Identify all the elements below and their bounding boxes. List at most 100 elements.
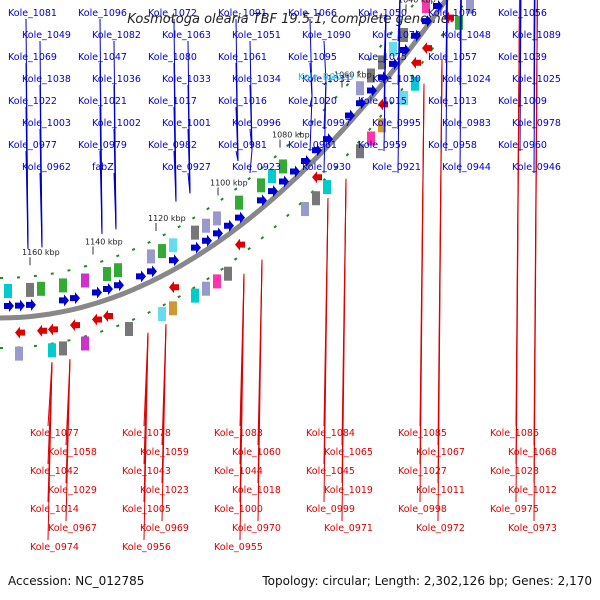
reverse-gene-label: Kole_0974	[30, 542, 79, 553]
forward-gene-label: Kole_1090	[302, 30, 351, 41]
gene-feature-block	[323, 180, 331, 195]
forward-gene-label: Kole_0921	[372, 162, 421, 173]
reverse-gene-label: Kole_1083	[214, 428, 263, 439]
rna-leader-line	[329, 75, 334, 84]
forward-gene-label: Kole_1031	[302, 74, 351, 85]
forward-gene-label: Kole_0977	[8, 140, 57, 151]
reverse-gene-arrow	[411, 56, 421, 69]
gene-feature-block	[466, 0, 474, 14]
reverse-gene-arrow	[70, 319, 80, 332]
tick-label: 1100 kbp	[210, 178, 248, 187]
gene-feature-block	[125, 322, 133, 336]
forward-gene-label: Kole_0959	[358, 140, 407, 151]
gene-feature-block	[169, 301, 177, 316]
tick-label: 1140 kbp	[85, 237, 123, 246]
gene-feature-block	[367, 68, 375, 83]
reverse-gene-label: Kole_1011	[416, 485, 465, 496]
forward-leader-line	[445, 0, 448, 152]
forward-gene-label: Kole_1075	[358, 52, 407, 63]
inner-track-line	[0, 0, 468, 349]
forward-leader-line	[99, 150, 103, 235]
tick-label: 1080 kbp	[272, 131, 310, 140]
forward-gene-label: Kole_1030	[372, 74, 421, 85]
backbone	[0, 0, 468, 349]
forward-gene-label: Kole_1082	[92, 30, 141, 41]
forward-gene-label: Kole_0979	[78, 140, 127, 151]
reverse-gene-label: Kole_1077	[30, 428, 79, 439]
reverse-gene-label: Kole_0970	[232, 523, 281, 534]
forward-gene-arrow	[4, 299, 14, 312]
gene-feature-block	[422, 0, 430, 14]
forward-gene-label: Kole_1089	[512, 30, 561, 41]
forward-gene-arrow	[202, 234, 212, 247]
forward-leader-line	[397, 0, 401, 174]
gene-feature-block	[81, 336, 89, 351]
reverse-gene-label: Kole_1019	[324, 485, 373, 496]
forward-gene-arrow	[301, 155, 311, 168]
forward-gene-label: Kole_1066	[288, 8, 337, 19]
forward-gene-arrow	[389, 57, 399, 70]
gene-feature-block	[213, 211, 221, 226]
forward-gene-label: Kole_1069	[8, 52, 57, 63]
forward-gene-label: Kole_0981	[218, 140, 267, 151]
reverse-leader-line	[143, 332, 149, 541]
reverse-gene-label: Kole_1058	[48, 447, 97, 458]
reverse-leader-line	[239, 273, 245, 541]
forward-gene-label: Kole_0946	[512, 162, 561, 173]
gene-feature-block	[158, 307, 166, 322]
forward-gene-label: Kole_1009	[498, 96, 547, 107]
forward-gene-label: Kole_1013	[428, 96, 477, 107]
backbone-arc	[0, 0, 449, 321]
forward-gene-arrow	[235, 211, 245, 224]
reverse-gene-label: Kole_0971	[324, 523, 373, 534]
gene-feature-block	[103, 267, 111, 282]
forward-gene-label: Kole_1080	[148, 52, 197, 63]
gene-feature-block	[147, 249, 155, 264]
forward-gene-arrow	[279, 175, 289, 188]
forward-gene-label: Kole_0982	[148, 140, 197, 151]
reverse-gene-label: Kole_0967	[48, 523, 97, 534]
reverse-gene-label: Kole_0999	[306, 504, 355, 515]
forward-leader-line	[173, 150, 177, 202]
forward-gene-label: Kole_0961	[288, 140, 337, 151]
reverse-leader-line	[65, 359, 71, 522]
forward-gene-arrow	[345, 109, 355, 122]
forward-gene-arrow	[191, 241, 201, 254]
gene-feature-block	[268, 169, 276, 184]
reverse-gene-arrow	[312, 171, 322, 184]
gene-feature-block	[301, 202, 309, 217]
forward-gene-arrow	[367, 84, 377, 97]
reverse-gene-label: Kole_1068	[508, 447, 557, 458]
tick-label: 1160 kbp	[22, 248, 60, 257]
gene-feature-block	[202, 218, 210, 233]
reverse-leader-line	[515, 0, 521, 503]
forward-leader-line	[25, 150, 29, 249]
forward-leader-line	[187, 128, 191, 194]
forward-leader-line	[249, 128, 253, 151]
forward-gene-label: Kole_0958	[428, 140, 477, 151]
reverse-gene-label: Kole_1023	[140, 485, 189, 496]
gene-feature-block	[4, 283, 12, 298]
forward-gene-arrow	[411, 29, 421, 42]
reverse-gene-label: Kole_1000	[214, 504, 263, 515]
reverse-gene-label: Kole_1059	[140, 447, 189, 458]
forward-gene-label: Kole_1047	[78, 52, 127, 63]
forward-gene-label: Kole_1024	[442, 74, 491, 85]
forward-gene-label: Kole_1096	[78, 8, 127, 19]
reverse-gene-arrow	[422, 42, 432, 55]
forward-gene-label: Kole_0927	[162, 162, 211, 173]
reverse-gene-label: Kole_1028	[490, 466, 539, 477]
forward-gene-label: Kole_1022	[8, 96, 57, 107]
map-title: Kosmotoga olearia TBF 19.5.1, complete g…	[127, 12, 448, 27]
gene-feature-block	[191, 225, 199, 240]
forward-leader-line	[235, 150, 239, 161]
gene-feature-block	[400, 28, 408, 42]
reverse-leader-line	[257, 259, 263, 522]
accession-text: Accession: NC_012785	[8, 574, 145, 588]
forward-gene-label: Kole_0962	[22, 162, 71, 173]
forward-gene-arrow	[169, 254, 179, 267]
gene-feature-block	[213, 274, 221, 289]
forward-gene-label: Kole_1050	[358, 8, 407, 19]
forward-gene-label: Kole_1095	[288, 52, 337, 63]
gene-feature-block	[235, 195, 243, 210]
